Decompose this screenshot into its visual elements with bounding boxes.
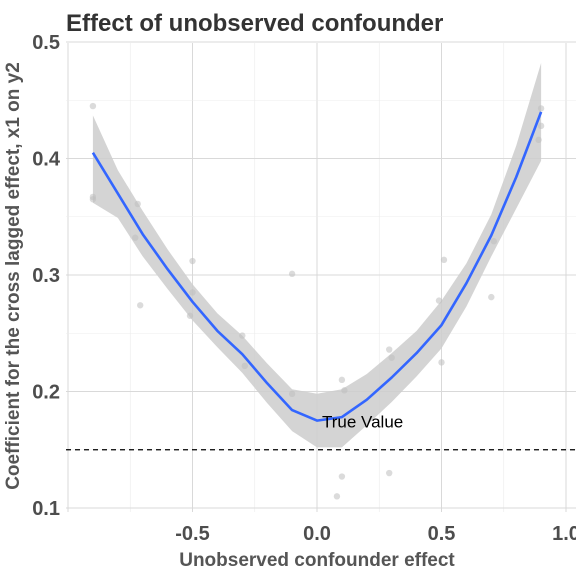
data-point bbox=[440, 256, 448, 264]
data-point bbox=[338, 376, 346, 384]
data-point bbox=[490, 238, 497, 245]
data-point bbox=[241, 362, 248, 370]
data-point bbox=[537, 122, 545, 130]
y-tick-label: 0.3 bbox=[32, 265, 60, 287]
y-tick-label: 0.1 bbox=[32, 498, 60, 520]
x-axis-title: Unobserved confounder effect bbox=[179, 550, 455, 571]
data-point bbox=[134, 200, 141, 208]
data-point bbox=[386, 469, 393, 477]
x-axis-ticks: -0.5 0.0 0.5 1.0 bbox=[175, 523, 576, 545]
data-point bbox=[239, 332, 246, 339]
y-axis-ticks: 0.1 0.2 0.3 0.4 0.5 bbox=[32, 32, 61, 520]
y-tick-label: 0.2 bbox=[32, 382, 60, 404]
smooth-line bbox=[91, 111, 543, 422]
x-tick-label: 0.5 bbox=[428, 523, 456, 545]
data-point bbox=[132, 234, 139, 241]
x-tick-label: 0.0 bbox=[303, 523, 331, 545]
true-value-label: True Value bbox=[322, 413, 403, 432]
data-points bbox=[89, 102, 545, 500]
data-point bbox=[537, 105, 545, 112]
y-tick-label: 0.4 bbox=[32, 149, 61, 171]
data-point bbox=[189, 257, 196, 265]
data-point bbox=[89, 196, 97, 203]
data-point bbox=[137, 302, 144, 309]
confidence-band bbox=[92, 63, 542, 448]
chart-title: Effect of unobserved confounder bbox=[66, 10, 443, 37]
data-point bbox=[288, 390, 296, 398]
data-point bbox=[333, 493, 341, 500]
grid bbox=[66, 41, 576, 512]
x-tick-label: -0.5 bbox=[175, 523, 209, 545]
y-tick-label: 0.5 bbox=[32, 32, 60, 54]
data-point bbox=[388, 354, 395, 361]
data-point bbox=[386, 346, 393, 353]
data-point bbox=[338, 473, 346, 480]
data-point bbox=[438, 359, 445, 366]
data-point bbox=[288, 270, 296, 278]
data-point bbox=[89, 102, 97, 110]
x-tick-label: 1.0 bbox=[552, 523, 576, 545]
data-point bbox=[189, 289, 196, 296]
data-point bbox=[535, 136, 542, 144]
data-point bbox=[186, 312, 194, 319]
y-axis-title: Coefficient for the cross lagged effect,… bbox=[3, 62, 24, 490]
data-point bbox=[488, 293, 495, 301]
data-point bbox=[435, 297, 443, 304]
data-point bbox=[341, 387, 348, 394]
